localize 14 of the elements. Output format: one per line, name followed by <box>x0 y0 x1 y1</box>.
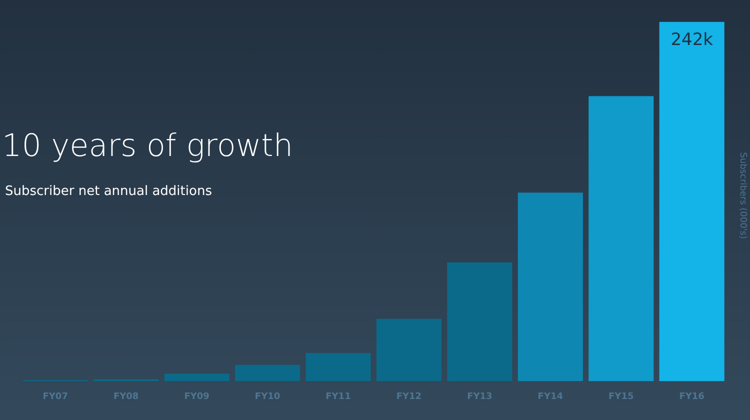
x-tick-label: FY16 <box>679 392 704 402</box>
x-tick-label: FY08 <box>113 392 139 402</box>
text: 10 years of growth <box>2 128 293 164</box>
x-tick-label: FY09 <box>184 392 210 402</box>
x-tick-label: FY12 <box>396 392 422 402</box>
text: Subscriber net annual additions <box>5 184 212 199</box>
x-tick-label: FY15 <box>608 392 634 402</box>
y-axis-title: Subscribers (000's) <box>737 152 748 240</box>
x-tick-label: FY14 <box>538 392 563 402</box>
data-label: 242k <box>670 30 714 50</box>
x-tick-label: FY11 <box>326 392 351 402</box>
x-tick-label: FY10 <box>254 392 280 402</box>
x-tick-label: FY13 <box>467 392 492 402</box>
x-tick-label: FY07 <box>42 392 68 402</box>
